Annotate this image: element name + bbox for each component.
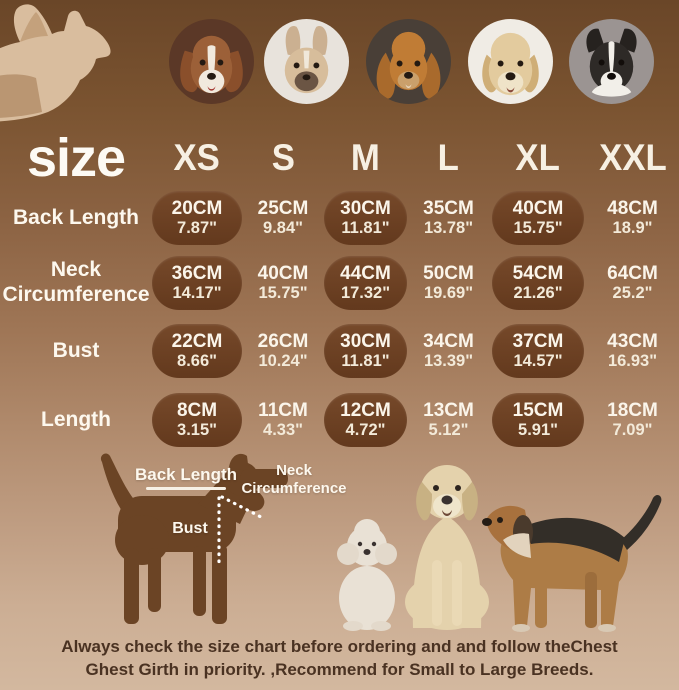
column-header-m: M [351,137,380,178]
footer-line-1: Always check the size chart before order… [61,637,618,656]
beagle-face-icon [180,35,243,94]
table-cell: 43CM 16.93" [607,331,658,371]
table-cell: 25CM 9.84" [257,198,309,238]
dog-head-profile-icon [0,4,111,122]
table-cell: 50CM 19.69" [423,263,474,303]
column-header-s: S [271,137,295,178]
table-cell: 15CM 5.91" [490,386,586,454]
row-label-length: Length [41,407,111,431]
poodle-photo [337,519,397,631]
table-cell: 48CM 18.9" [607,198,658,238]
diagram-bust-label: Bust [172,520,208,537]
french-bulldog-face-icon [284,26,329,94]
table-cell: 18CM 7.09" [607,400,658,440]
table-cell: 34CM 13.39" [423,331,474,371]
row-label-bust: Bust [52,338,100,362]
table-cell: 8CM 3.15" [152,386,242,454]
dog-photo-cocker-spaniel [366,19,451,104]
footer-line-2: Ghest Girth in priority. ,Recommend for … [85,659,594,679]
hound-photo [482,495,662,632]
border-collie-face-icon [586,28,637,97]
table-cell: 26CM 10.24" [257,331,309,371]
row-label-back-length: Back Length [12,205,140,229]
table-cell: 64CM 25.2" [607,263,658,303]
golden-retriever-face-icon [482,32,539,96]
dog-photo-french-bulldog [264,19,349,104]
table-cell: 40CM 15.75" [490,186,586,250]
cocker-spaniel-face-icon [376,31,441,99]
table-cell: 36CM 14.17" [152,250,242,316]
table-cell: 30CM 11.81" [324,186,407,250]
table-cell: 44CM 17.32" [324,250,407,316]
table-cell: 11CM 4.33" [258,400,308,440]
footer-note: Always check the size chart before order… [0,636,679,682]
table-cell: 13CM 5.12" [423,400,474,440]
dog-photo-border-collie [569,19,654,104]
column-header-xl: XL [515,137,561,178]
table-cell: 22CM 8.66" [152,316,242,386]
neck-dotted-line [220,495,263,519]
page-title: size [26,128,126,188]
table-cell: 40CM 15.75" [257,263,309,303]
row-label-neck-circumference: Neck Circumference [2,258,150,306]
back-length-underline [146,487,226,490]
table-cell: 37CM 14.57" [490,316,586,386]
dog-photo-golden-retriever [468,19,553,104]
diagram-neck-label: Neck Circumference [241,462,347,497]
size-table: size XS S M L XL XXL Back Length 20CM 7.8… [0,128,679,454]
column-header-xxl: XXL [598,137,667,178]
diagram-back-length-label: Back Length [134,465,238,484]
column-header-l: L [437,137,460,178]
column-header-xs: XS [173,137,221,178]
table-cell: 35CM 13.78" [423,198,474,238]
breed-size-comparison-dogs [337,465,662,632]
table-cell: 20CM 7.87" [152,186,242,250]
table-cell: 30CM 11.81" [324,316,407,386]
dog-photo-beagle [169,19,254,104]
labrador-photo [405,465,489,630]
dog-measurement-diagram [100,453,288,624]
table-cell: 54CM 21.26" [490,250,586,316]
table-cell: 12CM 4.72" [324,386,407,454]
size-table-title-cell: size [0,128,152,188]
